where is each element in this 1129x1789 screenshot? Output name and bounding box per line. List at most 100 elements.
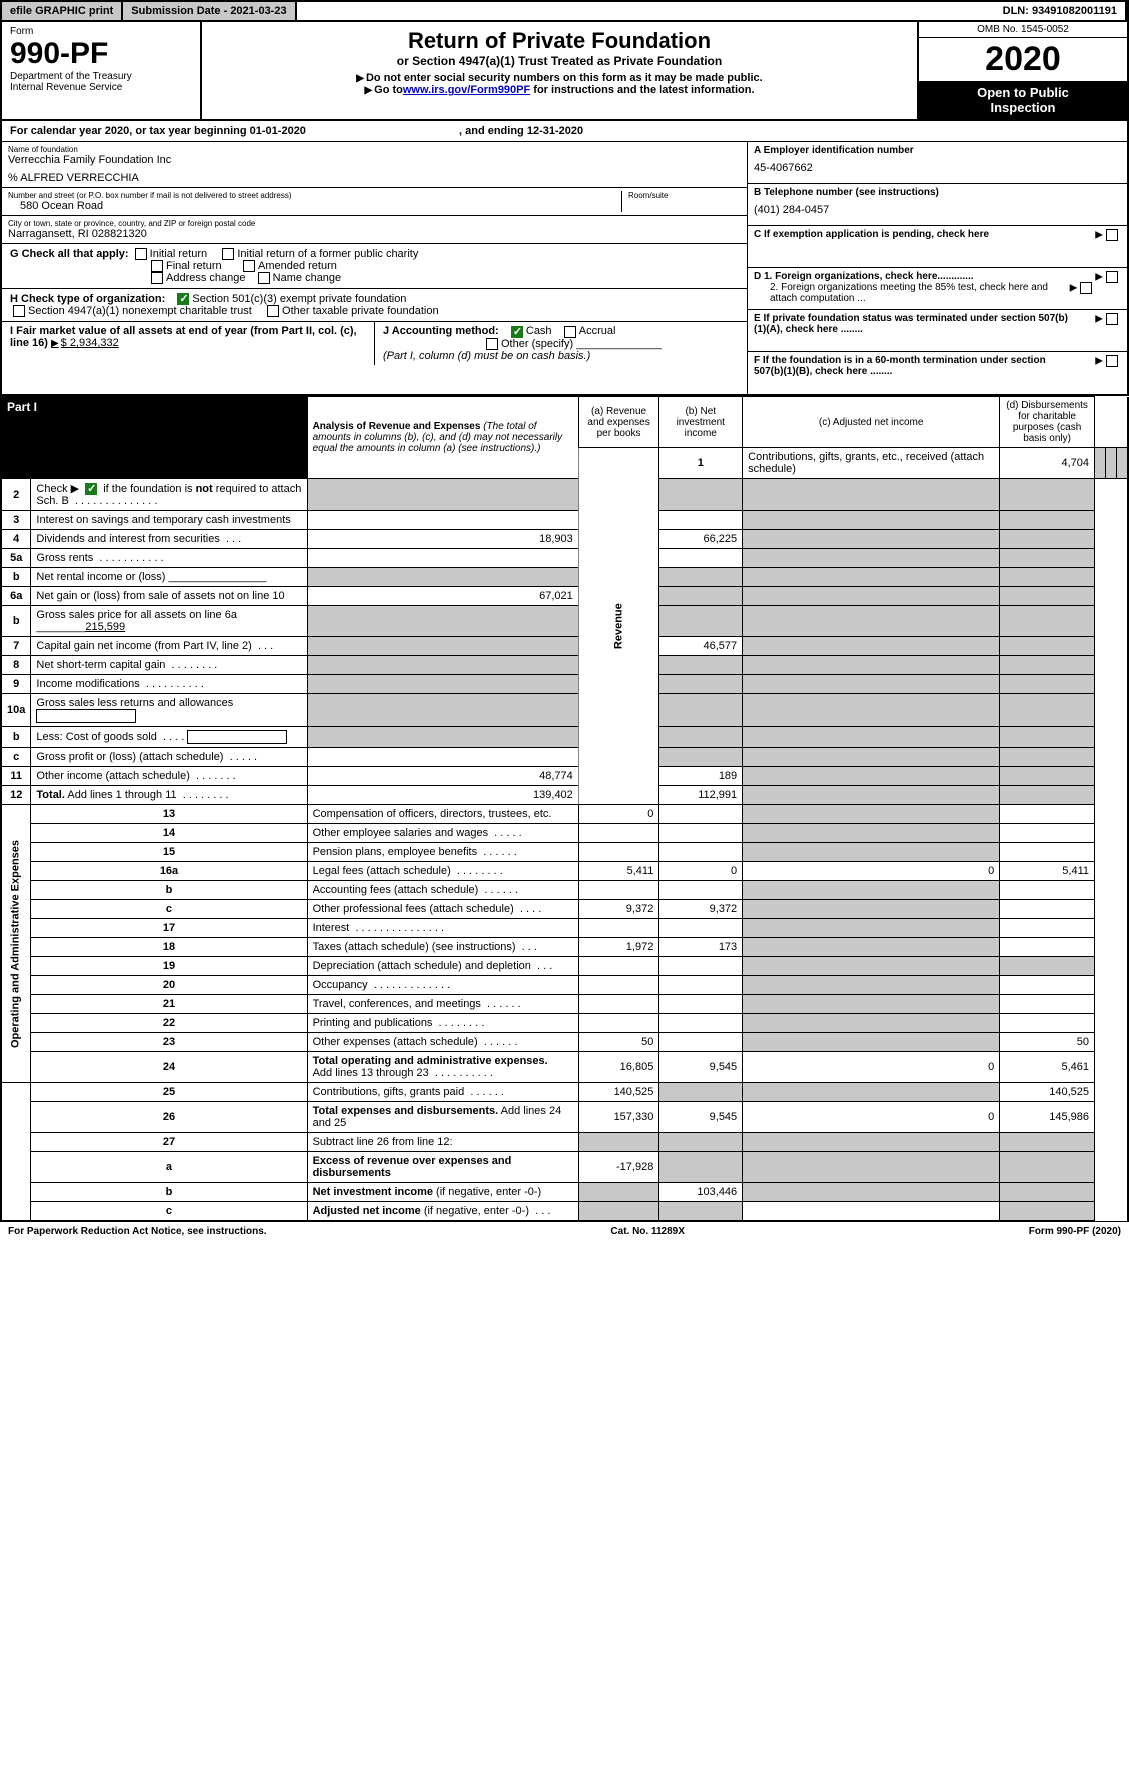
room-label: Room/suite bbox=[628, 191, 741, 200]
row-6a: 6aNet gain or (loss) from sale of assets… bbox=[1, 587, 1128, 606]
i-value: $ 2,934,332 bbox=[51, 337, 119, 349]
open-public-1: Open to Public bbox=[977, 85, 1069, 100]
side-revenue: Revenue bbox=[578, 448, 659, 805]
cb-initial-return[interactable] bbox=[135, 248, 147, 260]
row-9: 9Income modifications . . . . . . . . . … bbox=[1, 675, 1128, 694]
row-23: 23Other expenses (attach schedule) . . .… bbox=[1, 1033, 1128, 1052]
ein-cell: A Employer identification number 45-4067… bbox=[748, 142, 1127, 184]
form-link[interactable]: www.irs.gov/Form990PF bbox=[403, 84, 530, 96]
row-14: 14Other employee salaries and wages . . … bbox=[1, 824, 1128, 843]
form-title: Return of Private Foundation bbox=[208, 28, 911, 54]
row-10a: 10aGross sales less returns and allowanc… bbox=[1, 694, 1128, 727]
d2-label: 2. Foreign organizations meeting the 85%… bbox=[754, 282, 1054, 304]
form-number: 990-PF bbox=[10, 37, 192, 71]
part-1-table: Part I Analysis of Revenue and Expenses … bbox=[0, 396, 1129, 1221]
city-cell: City or town, state or province, country… bbox=[2, 216, 747, 243]
cal-pre: For calendar year 2020, or tax year begi… bbox=[10, 125, 250, 137]
section-h: H Check type of organization: Section 50… bbox=[2, 289, 747, 322]
omb-number: OMB No. 1545-0052 bbox=[919, 22, 1127, 38]
page-footer: For Paperwork Reduction Act Notice, see … bbox=[0, 1221, 1129, 1241]
row-12: 12Total. Add lines 1 through 11 . . . . … bbox=[1, 786, 1128, 805]
part-1-title: Analysis of Revenue and Expenses bbox=[313, 421, 481, 432]
g-address: Address change bbox=[166, 272, 246, 284]
form-subtitle: or Section 4947(a)(1) Trust Treated as P… bbox=[208, 54, 911, 68]
section-g: G Check all that apply: Initial return I… bbox=[2, 243, 747, 289]
cb-foreign-85[interactable] bbox=[1080, 282, 1092, 294]
note-1: Do not enter social security numbers on … bbox=[356, 72, 762, 84]
row-11: 11Other income (attach schedule) . . . .… bbox=[1, 767, 1128, 786]
cb-name-change[interactable] bbox=[258, 272, 270, 284]
g-amended: Amended return bbox=[258, 260, 337, 272]
row-27c: cAdjusted net income (if negative, enter… bbox=[1, 1202, 1128, 1221]
row-5b: bNet rental income or (loss) ___________… bbox=[1, 568, 1128, 587]
ein-label: A Employer identification number bbox=[754, 145, 1121, 156]
dept-line-1: Department of the Treasury bbox=[10, 71, 192, 82]
d1-label: D 1. Foreign organizations, check here..… bbox=[754, 271, 974, 282]
row-18: 18Taxes (attach schedule) (see instructi… bbox=[1, 938, 1128, 957]
j-label: J Accounting method: bbox=[383, 325, 499, 337]
note-2-post: for instructions and the latest informat… bbox=[530, 84, 754, 96]
row-17: 17Interest . . . . . . . . . . . . . . . bbox=[1, 919, 1128, 938]
row-2: 2Check ▶ if the foundation is not requir… bbox=[1, 479, 1128, 511]
cb-initial-former[interactable] bbox=[222, 248, 234, 260]
form-header: Form 990-PF Department of the Treasury I… bbox=[0, 22, 1129, 121]
cb-exemption-pending[interactable] bbox=[1106, 229, 1118, 241]
header-center: Return of Private Foundation or Section … bbox=[202, 22, 917, 119]
cb-cash[interactable] bbox=[511, 326, 523, 338]
cb-60-month[interactable] bbox=[1106, 355, 1118, 367]
e-label: E If private foundation status was termi… bbox=[754, 313, 1074, 335]
cal-begin: 01-01-2020 bbox=[250, 125, 306, 137]
col-d-header: (d) Disbursements for charitable purpose… bbox=[1000, 397, 1095, 448]
h-label: H Check type of organization: bbox=[10, 293, 165, 305]
form-word: Form bbox=[10, 26, 192, 37]
f-cell: F If the foundation is in a 60-month ter… bbox=[748, 352, 1127, 394]
city-state-zip: Narragansett, RI 028821320 bbox=[8, 228, 741, 240]
submission-date: Submission Date - 2021-03-23 bbox=[123, 2, 296, 20]
cb-address-change[interactable] bbox=[151, 272, 163, 284]
row-16b: bAccounting fees (attach schedule) . . .… bbox=[1, 881, 1128, 900]
j-cash: Cash bbox=[526, 325, 552, 337]
row-27b: bNet investment income (if negative, ent… bbox=[1, 1183, 1128, 1202]
row-21: 21Travel, conferences, and meetings . . … bbox=[1, 995, 1128, 1014]
row-25: 25Contributions, gifts, grants paid . . … bbox=[1, 1083, 1128, 1102]
c-label: C If exemption application is pending, c… bbox=[754, 229, 989, 240]
cb-final-return[interactable] bbox=[151, 260, 163, 272]
cb-status-terminated[interactable] bbox=[1106, 313, 1118, 325]
row-6b: bGross sales price for all assets on lin… bbox=[1, 606, 1128, 637]
row-22: 22Printing and publications . . . . . . … bbox=[1, 1014, 1128, 1033]
row-20: 20Occupancy . . . . . . . . . . . . . bbox=[1, 976, 1128, 995]
g-label: G Check all that apply: bbox=[10, 248, 129, 260]
name-label: Name of foundation bbox=[8, 145, 741, 154]
g-name: Name change bbox=[273, 272, 342, 284]
cb-sch-b[interactable] bbox=[85, 483, 97, 495]
cb-4947[interactable] bbox=[13, 305, 25, 317]
cb-foreign-org[interactable] bbox=[1106, 271, 1118, 283]
section-i: I Fair market value of all assets at end… bbox=[2, 322, 374, 364]
section-j: J Accounting method: Cash Accrual Other … bbox=[374, 322, 747, 364]
cb-501c3[interactable] bbox=[177, 293, 189, 305]
cb-accrual[interactable] bbox=[564, 326, 576, 338]
g-final: Final return bbox=[166, 260, 222, 272]
row-13: Operating and Administrative Expenses 13… bbox=[1, 805, 1128, 824]
row-5a: 5aGross rents . . . . . . . . . . . bbox=[1, 549, 1128, 568]
g-initial-former: Initial return of a former public charit… bbox=[237, 248, 418, 260]
phone-cell: B Telephone number (see instructions) (4… bbox=[748, 184, 1127, 226]
top-bar: efile GRAPHIC print Submission Date - 20… bbox=[0, 0, 1129, 22]
row-19: 19Depreciation (attach schedule) and dep… bbox=[1, 957, 1128, 976]
h-opt2: Section 4947(a)(1) nonexempt charitable … bbox=[28, 305, 252, 317]
footer-left: For Paperwork Reduction Act Notice, see … bbox=[8, 1226, 267, 1237]
row-27: 27Subtract line 26 from line 12: bbox=[1, 1133, 1128, 1152]
efile-label: efile GRAPHIC print bbox=[2, 2, 123, 20]
dln: DLN: 93491082001191 bbox=[995, 2, 1127, 20]
j-accrual: Accrual bbox=[579, 325, 616, 337]
row-26: 26Total expenses and disbursements. Add … bbox=[1, 1102, 1128, 1133]
j-note: (Part I, column (d) must be on cash basi… bbox=[383, 350, 590, 362]
row-15: 15Pension plans, employee benefits . . .… bbox=[1, 843, 1128, 862]
note-2-pre: Go to bbox=[364, 84, 402, 96]
foundation-name: Verrecchia Family Foundation Inc bbox=[8, 154, 741, 166]
cb-other-method[interactable] bbox=[486, 338, 498, 350]
cb-amended[interactable] bbox=[243, 260, 255, 272]
col-c-header: (c) Adjusted net income bbox=[743, 397, 1000, 448]
c-cell: C If exemption application is pending, c… bbox=[748, 226, 1127, 268]
cb-other-taxable[interactable] bbox=[267, 305, 279, 317]
